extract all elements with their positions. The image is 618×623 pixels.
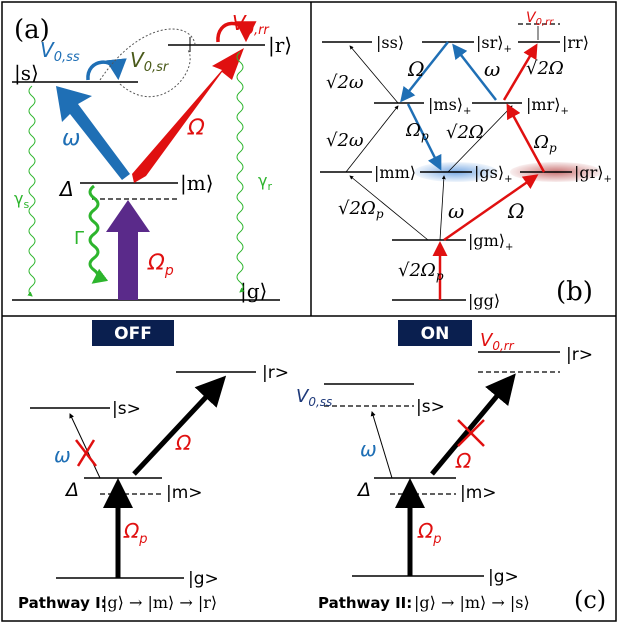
off-Omega-label: Ω: [175, 431, 192, 455]
on-badge: [398, 320, 472, 346]
omega-arrow: [56, 86, 130, 183]
ket-gg: |gg⟩: [468, 291, 500, 310]
ket-r: |r⟩: [268, 33, 292, 58]
off-omega-arrow: [69, 413, 101, 479]
omega-label: ω: [62, 126, 80, 151]
on-omega-arrow: [370, 411, 393, 479]
panel-c: OFF ON |r> |s> |m> |g> ω Ω Ωp Δ |r> |s>: [18, 320, 606, 614]
t-gs-mr: [447, 105, 513, 173]
on-Omega-arrow: [430, 373, 516, 476]
v0rr-label: V0,rr: [232, 11, 270, 38]
on-ket-s: |s>: [416, 397, 445, 417]
t-mr-sr-blue: [452, 43, 497, 101]
ket-s: |s⟩: [14, 61, 39, 86]
label-sqrt2Omega-mid: √2Ω: [446, 122, 484, 143]
t-mm-ms: [345, 105, 399, 173]
off-ket-r: |r>: [262, 363, 289, 383]
Delta-label: Δ: [58, 177, 74, 201]
panel-b-label: (b): [556, 277, 593, 307]
pathway2-expr: |g⟩ → |m⟩ → |s⟩: [414, 593, 530, 612]
t-gm-gr-red: [443, 174, 539, 242]
Gamma-label: Γ: [74, 228, 84, 249]
on-Delta-label: Δ: [356, 479, 371, 501]
t-gm-gs: [439, 175, 446, 241]
panel-a-label: (a): [14, 15, 50, 45]
pathway1-label: Pathway I:: [18, 594, 107, 612]
label-omega-gm: ω: [448, 199, 464, 223]
off-omega-cross-2: [76, 439, 96, 467]
ket-gs: |gs⟩+: [474, 163, 512, 185]
t-ms-gs-blue: [406, 103, 442, 171]
off-Delta-label: Δ: [64, 479, 79, 501]
v0ss-loop: [86, 58, 127, 81]
off-ket-m: |m>: [166, 483, 203, 503]
label-Omega-top: Ω: [407, 57, 425, 81]
label-Omega-gm: Ω: [507, 199, 525, 223]
on-ket-g: |g>: [488, 567, 519, 587]
t-gr-mr-red: [506, 103, 546, 173]
label-sqrt2omega-mid: √2ω: [326, 130, 364, 151]
ket-g: |g⟩: [240, 279, 267, 304]
on-v0rr-label: V0,rr: [480, 330, 515, 353]
ket-m: |m⟩: [180, 171, 214, 196]
label-sqrt2Omegap-gg: √2Ωp: [398, 260, 444, 283]
t-ms-ss: [349, 45, 399, 104]
off-ket-g: |g>: [188, 569, 219, 589]
off-badge-text: OFF: [114, 324, 152, 344]
label-omega-top: ω: [484, 57, 500, 81]
gamma-r-decay: [236, 51, 245, 293]
Gamma-decay: [88, 184, 109, 284]
on-Omega-label: Ω: [455, 449, 472, 473]
off-Omega-arrow: [132, 375, 227, 476]
on-badge-text: ON: [421, 324, 450, 344]
pathway2-label: Pathway II:: [318, 594, 412, 612]
ket-mm: |mm⟩: [374, 163, 416, 182]
gamma-r-label: γr: [258, 171, 272, 193]
ket-mr: |mr⟩+: [526, 95, 569, 117]
off-badge: [92, 320, 174, 346]
on-Omega-cross-2: [457, 419, 485, 447]
panel-a: (a) |s⟩ |r⟩ |m⟩ |g⟩ V0,ss V0,sr V0,rr ω: [12, 11, 292, 304]
panel-b: |ss⟩ |sr⟩+ |rr⟩ V0,rr |ms⟩+ |mr⟩+ |mm⟩ |…: [320, 10, 612, 310]
t-gm-mm: [349, 175, 429, 241]
Omega-arrow: [132, 48, 244, 183]
gamma-s-label: γs: [14, 189, 29, 211]
label-Omegap-ms: Ωp: [405, 120, 429, 143]
on-v0ss-label: V0,ss: [296, 386, 332, 409]
v0rr-loop: [216, 21, 257, 43]
off-Omega-p-label: Ωp: [123, 519, 148, 547]
on-ket-m: |m>: [460, 483, 497, 503]
t-sr-ms-blue: [400, 41, 449, 103]
Omega-p-arrow: [106, 200, 150, 300]
ket-rr: |rr⟩: [562, 33, 589, 52]
pathway1-expr: |g⟩ → |m⟩ → |r⟩: [102, 593, 217, 612]
Omega-label: Ω: [187, 116, 205, 141]
v0sr-label: V0,sr: [130, 48, 170, 75]
on-Omega-p-label: Ωp: [417, 519, 442, 547]
on-ket-r: |r>: [566, 345, 593, 365]
v0sr-dotted-upper: [99, 28, 196, 81]
label-sqrt2omega-top: √2ω: [326, 72, 364, 93]
gamma-s-decay: [27, 85, 36, 297]
t-mr-rr-red: [502, 43, 538, 101]
panel-c-label: (c): [574, 586, 606, 614]
v0rr-b-label: V0,rr: [526, 10, 554, 28]
Omega-p-label: Ωp: [147, 251, 174, 279]
label-sqrt2Omega-top: √2Ω: [526, 58, 564, 79]
off-omega-label: ω: [54, 443, 71, 467]
on-omega-label: ω: [360, 437, 377, 461]
label-sqrt2Omegap-mm: √2Ωp: [338, 198, 384, 221]
ket-gm: |gm⟩+: [468, 231, 513, 253]
label-Omegap-mr: Ωp: [533, 132, 557, 155]
ket-gr: |gr⟩+: [574, 163, 612, 185]
ket-sr: |sr⟩+: [476, 33, 512, 55]
ket-ms: |ms⟩+: [428, 95, 471, 117]
v0ss-label: V0,ss: [40, 38, 80, 65]
ket-ss: |ss⟩: [376, 33, 404, 52]
off-ket-s: |s>: [112, 399, 141, 419]
